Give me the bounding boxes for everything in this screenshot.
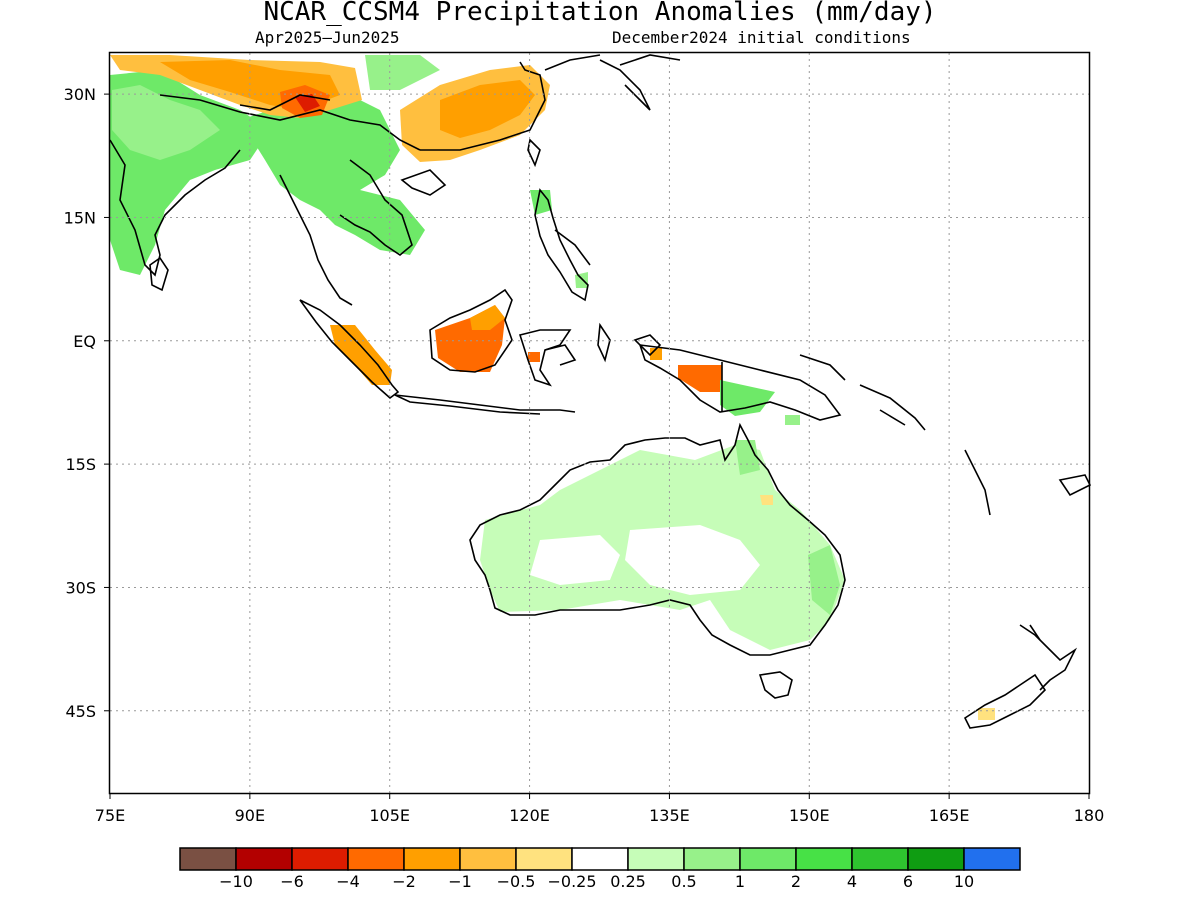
lon-tick-label: 75E <box>95 806 125 825</box>
colorbar-label: 6 <box>903 872 913 891</box>
map-title: NCAR_CCSM4 Precipitation Anomalies (mm/d… <box>263 0 937 27</box>
colorbar-label: −2 <box>392 872 416 891</box>
colorbar-swatch <box>739 847 797 871</box>
axis-labels: 75E 90E 105E 120E 135E 150E 165E 180 30N 15N EQ 15S… <box>64 85 1105 825</box>
colorbar-label: −0.5 <box>497 872 536 891</box>
anomaly-shading <box>110 55 995 720</box>
lon-tick-label: 165E <box>929 806 970 825</box>
lat-tick-label: EQ <box>73 332 96 351</box>
colorbar-swatch <box>963 847 1021 871</box>
colorbar-swatch <box>907 847 965 871</box>
colorbar-swatch <box>235 847 293 871</box>
colorbar-swatch <box>515 847 573 871</box>
lon-tick-label: 180 <box>1074 806 1105 825</box>
graticule <box>110 53 1089 793</box>
colorbar-label: 10 <box>954 872 974 891</box>
lon-tick-label: 135E <box>649 806 690 825</box>
colorbar-label: 0.25 <box>610 872 646 891</box>
colorbar-swatch <box>459 847 517 871</box>
lat-tick-label: 30N <box>64 85 96 104</box>
initial-conditions: December2024 initial conditions <box>612 28 911 47</box>
colorbar-label: −6 <box>280 872 304 891</box>
colorbar-label: 0.5 <box>671 872 696 891</box>
colorbar-swatch <box>179 847 237 871</box>
colorbar-label: −10 <box>219 872 253 891</box>
colorbar-swatch <box>683 847 741 871</box>
lon-tick-label: 120E <box>509 806 550 825</box>
lat-tick-label: 15S <box>65 455 96 474</box>
colorbar-swatch <box>291 847 349 871</box>
colorbar-label: −1 <box>448 872 472 891</box>
lon-tick-label: 90E <box>235 806 265 825</box>
colorbar-swatch <box>851 847 909 871</box>
colorbar-swatch <box>571 847 629 871</box>
colorbar-label: 1 <box>735 872 745 891</box>
colorbar-label: 2 <box>791 872 801 891</box>
colorbar-label: −0.25 <box>547 872 596 891</box>
coastlines <box>109 54 1092 729</box>
colorbar-swatch <box>347 847 405 871</box>
colorbar: −10 −6 −4 −2 −1 −0.5 −0.25 0.25 0.5 1 2 4 6 10 <box>179 847 1021 891</box>
lon-tick-label: 150E <box>789 806 830 825</box>
lon-tick-label: 105E <box>369 806 410 825</box>
map-frame <box>108 51 1091 795</box>
lat-tick-label: 45S <box>65 702 96 721</box>
lat-tick-label: 15N <box>64 208 96 227</box>
colorbar-swatch <box>403 847 461 871</box>
colorbar-swatch <box>795 847 853 871</box>
colorbar-label: −4 <box>336 872 360 891</box>
lat-tick-label: 30S <box>65 578 96 597</box>
colorbar-swatch <box>627 847 685 871</box>
colorbar-label: 4 <box>847 872 857 891</box>
forecast-period: Apr2025–Jun2025 <box>255 28 400 47</box>
